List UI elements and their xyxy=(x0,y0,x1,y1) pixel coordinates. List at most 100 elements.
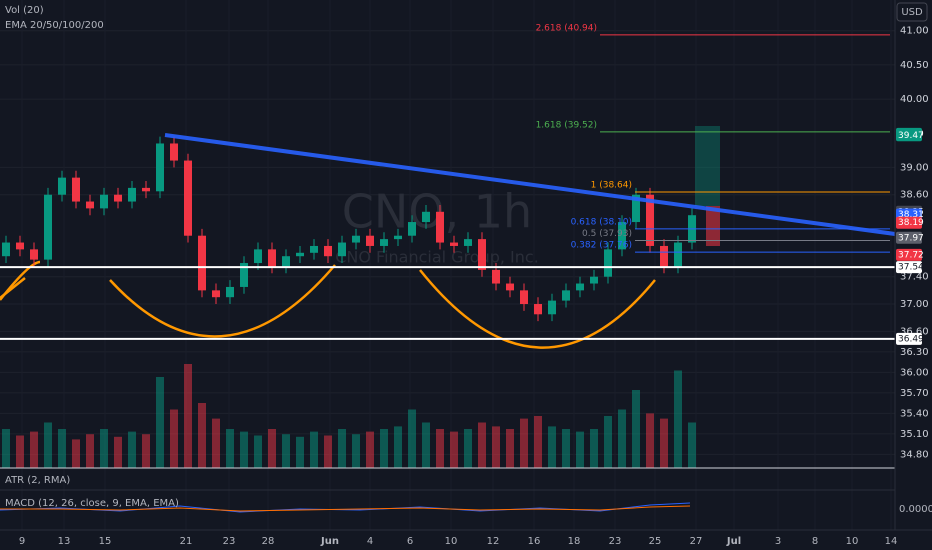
y-tick-label: 41.00 xyxy=(900,26,929,37)
candle-body xyxy=(618,222,626,250)
currency-box[interactable] xyxy=(896,2,928,22)
y-tick-label: 39.00 xyxy=(900,162,929,173)
volume-bar xyxy=(464,429,472,468)
candle-body xyxy=(534,304,542,315)
x-tick-label: 15 xyxy=(99,536,112,547)
candle-body xyxy=(562,290,570,301)
y-tick-label: 36.00 xyxy=(900,367,929,378)
volume-bar xyxy=(422,422,430,468)
price-label: 37.72 xyxy=(898,250,924,260)
y-tick-label: 34.80 xyxy=(900,449,929,460)
x-tick-label: 6 xyxy=(407,536,413,547)
price-label-box xyxy=(896,129,922,142)
candle-body xyxy=(226,286,234,298)
x-tick-label: 3 xyxy=(775,536,781,547)
fib-label: 0.382 (37.76) xyxy=(571,241,632,251)
volume-bar xyxy=(72,439,80,468)
long-position-target[interactable] xyxy=(695,126,720,206)
volume-bar xyxy=(380,429,388,468)
x-tick-label: 23 xyxy=(609,536,622,547)
candle-body xyxy=(380,239,388,246)
volume-bar xyxy=(198,403,206,468)
candle-body xyxy=(674,242,682,267)
volume-bar xyxy=(576,431,584,468)
volume-bar xyxy=(338,429,346,468)
candle-body xyxy=(128,187,136,202)
volume-bar xyxy=(492,426,500,468)
volume-bar xyxy=(436,429,444,468)
candle-body xyxy=(324,245,332,257)
price-label: 38.19 xyxy=(898,218,924,228)
volume-bar xyxy=(282,434,290,468)
candle-body xyxy=(646,194,654,246)
price-label: 37.97 xyxy=(898,233,924,243)
y-tick-label: 36.30 xyxy=(900,347,929,358)
volume-bar xyxy=(212,418,220,468)
candle-body xyxy=(352,235,360,243)
candle-body xyxy=(114,194,122,202)
candle-body xyxy=(450,242,458,246)
macd-line xyxy=(0,502,691,513)
candle-body xyxy=(198,235,206,291)
candle-body xyxy=(632,194,640,223)
x-tick-label: 23 xyxy=(223,536,236,547)
candle-body xyxy=(422,211,430,223)
x-tick-label: Jul xyxy=(726,536,741,547)
volume-bar xyxy=(30,431,38,468)
candle-body xyxy=(506,283,514,291)
volume-bar xyxy=(618,409,626,468)
volume-bar xyxy=(86,434,94,468)
candle-body xyxy=(58,177,66,195)
x-tick-label: 8 xyxy=(812,536,818,547)
long-position-stop[interactable] xyxy=(706,206,720,246)
candle-body xyxy=(72,177,80,202)
cup-drawing xyxy=(109,264,336,338)
macd-label: MACD (12, 26, close, 9, EMA, EMA) xyxy=(5,498,179,509)
candle-body xyxy=(366,235,374,246)
candle-body xyxy=(16,242,24,250)
atr-label: ATR (2, RMA) xyxy=(5,475,70,486)
candle-body xyxy=(492,269,500,284)
indicator-label: Vol (20) xyxy=(5,5,44,16)
candle-body xyxy=(170,143,178,161)
price-axis: 41.00 40.50 40.00 39.00 38.60 37.40 37.00 36.60… xyxy=(896,26,929,460)
candle-body xyxy=(142,187,150,192)
volume-bar xyxy=(142,434,150,468)
volume-bar xyxy=(660,418,668,468)
volume-bar xyxy=(674,370,682,468)
volume-bar xyxy=(450,431,458,468)
candle-body xyxy=(240,263,248,287)
volume-bar xyxy=(562,429,570,468)
volume-bar xyxy=(324,435,332,468)
volume-bar xyxy=(366,431,374,468)
volume-bar xyxy=(268,429,276,468)
candle-body xyxy=(408,222,416,236)
volume-bar xyxy=(506,429,514,468)
candle-body xyxy=(590,276,598,284)
y-tick-label: 35.10 xyxy=(900,429,929,440)
x-tick-label: 14 xyxy=(885,536,898,547)
currency[interactable]: USD xyxy=(901,7,923,18)
volume-bar xyxy=(688,422,696,468)
x-tick-label: 12 xyxy=(487,536,500,547)
price-label-box xyxy=(896,332,922,345)
candle-body xyxy=(100,194,108,209)
volume-bar xyxy=(254,435,262,468)
volume-bar xyxy=(156,377,164,468)
volume-bar xyxy=(226,429,234,468)
x-tick-label: 21 xyxy=(180,536,193,547)
volume-bar xyxy=(632,390,640,468)
y-tick-label: 35.40 xyxy=(900,408,929,419)
price-label: 39.47 xyxy=(898,131,924,141)
volume-bar xyxy=(394,426,402,468)
candle-body xyxy=(282,256,290,267)
candle-body xyxy=(268,249,276,267)
candle-body xyxy=(156,143,164,192)
macd-tick: 0.0000 xyxy=(899,504,932,515)
volume-bar xyxy=(478,422,486,468)
volume-bar xyxy=(352,434,360,468)
x-tick-label: 25 xyxy=(649,536,662,547)
volume-bar xyxy=(16,435,24,468)
